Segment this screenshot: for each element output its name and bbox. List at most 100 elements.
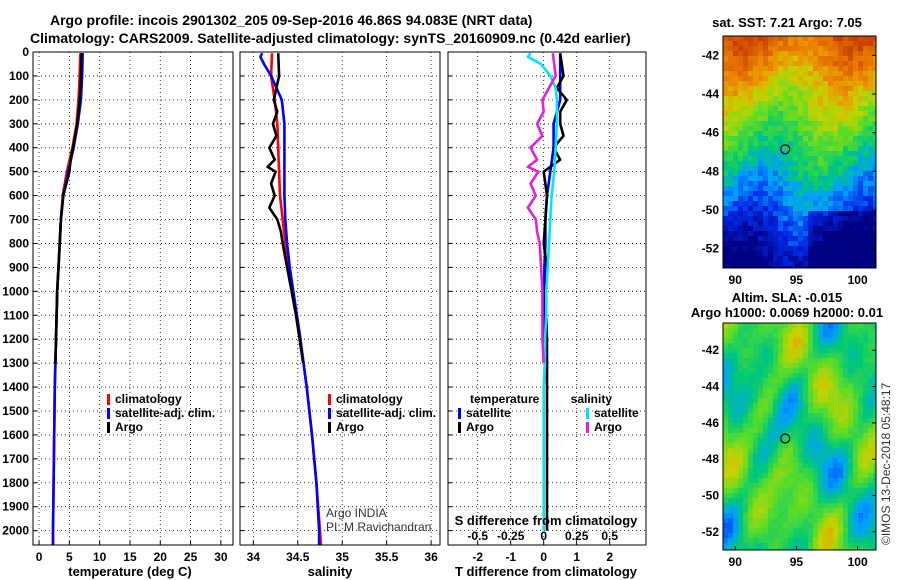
heatmap-cell <box>843 533 849 539</box>
heatmap-cell <box>733 186 739 192</box>
heatmap-cell <box>783 458 789 464</box>
heatmap-cell <box>748 533 754 539</box>
heatmap-cell <box>778 76 784 82</box>
heatmap-cell <box>788 136 794 142</box>
heatmap-cell <box>793 493 799 499</box>
heatmap-cell <box>808 196 814 202</box>
heatmap-cell <box>873 231 877 237</box>
heatmap-cell <box>768 498 774 504</box>
heatmap-cell <box>843 398 849 404</box>
heatmap-cell <box>838 373 844 379</box>
heatmap-cell <box>773 448 779 454</box>
heatmap-cell <box>793 51 799 57</box>
heatmap-cell <box>828 111 834 117</box>
heatmap-cell <box>748 96 754 102</box>
heatmap-cell <box>868 141 874 147</box>
heatmap-cell <box>748 518 754 524</box>
heatmap-cell <box>778 463 784 469</box>
heatmap-cell <box>868 478 874 484</box>
heatmap-cell <box>848 141 854 147</box>
heatmap-cell <box>828 231 834 237</box>
heatmap-cell <box>768 146 774 152</box>
s-diff-tick-label: -0.25 <box>497 529 525 543</box>
heatmap-cell <box>743 241 749 247</box>
heatmap-cell <box>793 398 799 404</box>
heatmap-cell <box>848 398 854 404</box>
heatmap-cell <box>748 483 754 489</box>
heatmap-cell <box>823 333 829 339</box>
heatmap-cell <box>743 151 749 157</box>
heatmap-cell <box>773 438 779 444</box>
heatmap-cell <box>808 156 814 162</box>
heatmap-cell <box>733 121 739 127</box>
heatmap-cell <box>753 508 759 514</box>
heatmap-cell <box>748 338 754 344</box>
heatmap-cell <box>748 513 754 519</box>
heatmap-cell <box>863 76 869 82</box>
heatmap-cell <box>838 538 844 544</box>
heatmap-cell <box>773 333 779 339</box>
heatmap-cell <box>723 418 729 424</box>
heatmap-cell <box>723 333 729 339</box>
heatmap-cell <box>743 201 749 207</box>
heatmap-cell <box>773 256 779 262</box>
heatmap-cell <box>758 126 764 132</box>
heatmap-cell <box>803 156 809 162</box>
heatmap-cell <box>808 226 814 232</box>
heatmap-cell <box>803 498 809 504</box>
heatmap-cell <box>783 196 789 202</box>
heatmap-cell <box>758 498 764 504</box>
heatmap-cell <box>768 328 774 334</box>
heatmap-cell <box>783 111 789 117</box>
heatmap-cell <box>843 443 849 449</box>
heatmap-cell <box>828 338 834 344</box>
heatmap-cell <box>853 101 859 107</box>
heatmap-cell <box>773 71 779 77</box>
heatmap-cell <box>873 46 877 52</box>
heatmap-cell <box>753 348 759 354</box>
heatmap-cell <box>843 266 849 269</box>
heatmap-cell <box>873 323 877 329</box>
heatmap-cell <box>823 528 829 534</box>
heatmap-cell <box>778 368 784 374</box>
argo-position-marker <box>780 144 791 155</box>
heatmap-cell <box>828 171 834 177</box>
heatmap-cell <box>793 353 799 359</box>
x-tick-label: 5 <box>66 550 73 564</box>
heatmap-cell <box>743 328 749 334</box>
heatmap-cell <box>808 146 814 152</box>
heatmap-cell <box>848 528 854 534</box>
heatmap-cell <box>803 171 809 177</box>
heatmap-cell <box>848 448 854 454</box>
heatmap-cell <box>838 131 844 137</box>
heatmap-cell <box>758 141 764 147</box>
heatmap-cell <box>758 146 764 152</box>
heatmap-cell <box>833 236 839 242</box>
heatmap-cell <box>828 533 834 539</box>
heatmap-cell <box>823 343 829 349</box>
heatmap-cell <box>828 398 834 404</box>
heatmap-cell <box>753 383 759 389</box>
heatmap-cell <box>778 513 784 519</box>
heatmap-cell <box>798 378 804 384</box>
heatmap-cell <box>728 231 734 237</box>
heatmap-cell <box>753 488 759 494</box>
heatmap-cell <box>773 418 779 424</box>
heatmap-cell <box>783 131 789 137</box>
heatmap-cell <box>808 478 814 484</box>
heatmap-cell <box>848 176 854 182</box>
heatmap-cell <box>758 428 764 434</box>
heatmap-cell <box>828 156 834 162</box>
heatmap-cell <box>733 231 739 237</box>
title-line-2: Climatology: CARS2009. Satellite-adjuste… <box>30 30 631 46</box>
heatmap-cell <box>768 488 774 494</box>
heatmap-cell <box>823 418 829 424</box>
heatmap-cell <box>828 478 834 484</box>
heatmap-cell <box>793 473 799 479</box>
heatmap-cell <box>843 126 849 132</box>
heatmap-cell <box>763 528 769 534</box>
heatmap-cell <box>823 41 829 47</box>
heatmap-cell <box>838 81 844 87</box>
heatmap-cell <box>823 513 829 519</box>
heatmap-cell <box>753 126 759 132</box>
